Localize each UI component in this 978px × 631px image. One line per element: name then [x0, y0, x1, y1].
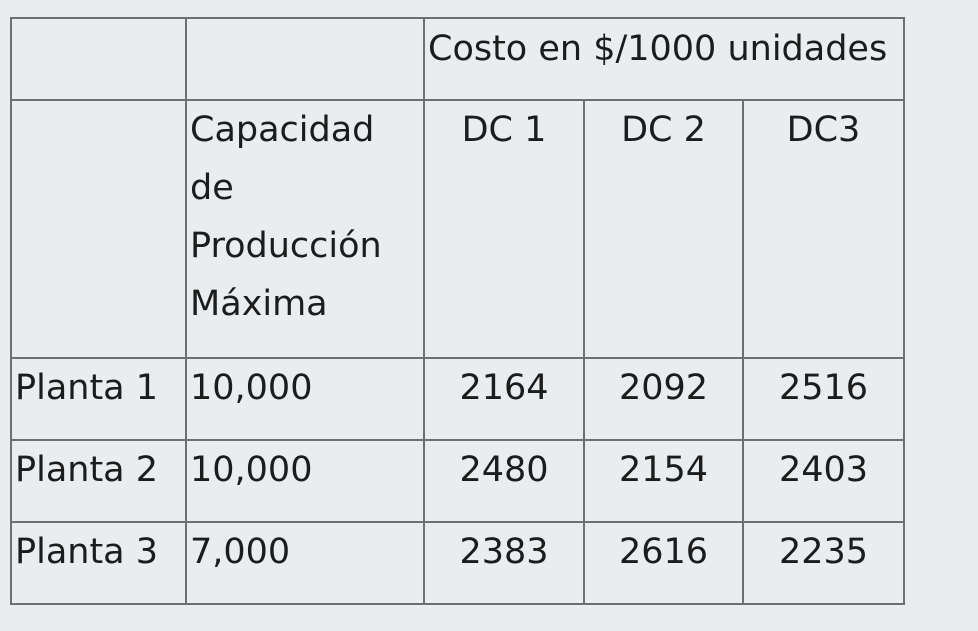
cost-dc-3: 2516 — [741, 357, 906, 441]
column-header-row: Capacidad de Producción Máxima DC 1 DC 2… — [10, 99, 906, 359]
cost-dc-1: 2383 — [423, 521, 585, 605]
cost-group-header: Costo en $/1000 unidades — [422, 17, 906, 101]
cost-dc-1: 2480 — [423, 439, 585, 523]
cost-dc-3: 2403 — [741, 439, 906, 523]
table-row: Planta 2 10,000 2480 2154 2403 — [10, 439, 906, 523]
dc-1-header: DC 1 — [423, 99, 585, 359]
plant-capacity: 10,000 — [185, 357, 425, 441]
cost-dc-1: 2164 — [423, 357, 585, 441]
dc-3-header: DC3 — [741, 99, 906, 359]
cost-dc-2: 2616 — [583, 521, 744, 605]
header-group-row: Costo en $/1000 unidades — [10, 17, 906, 101]
empty-plant-header-cell — [10, 99, 187, 359]
plant-name: Planta 1 — [10, 357, 187, 441]
capacity-header: Capacidad de Producción Máxima — [185, 99, 425, 359]
cost-dc-2: 2154 — [583, 439, 744, 523]
plant-capacity: 7,000 — [185, 521, 425, 605]
plant-name: Planta 2 — [10, 439, 187, 523]
plant-name: Planta 3 — [10, 521, 187, 605]
table-row: Planta 3 7,000 2383 2616 2235 — [10, 521, 906, 605]
cost-dc-2: 2092 — [583, 357, 744, 441]
cost-dc-3: 2235 — [741, 521, 906, 605]
cost-table: Costo en $/1000 unidades Capacidad de Pr… — [10, 17, 906, 605]
plant-capacity: 10,000 — [185, 439, 425, 523]
empty-corner-cell — [10, 17, 187, 101]
empty-capacity-header-cell — [185, 17, 425, 101]
table-row: Planta 1 10,000 2164 2092 2516 — [10, 357, 906, 441]
dc-2-header: DC 2 — [583, 99, 744, 359]
